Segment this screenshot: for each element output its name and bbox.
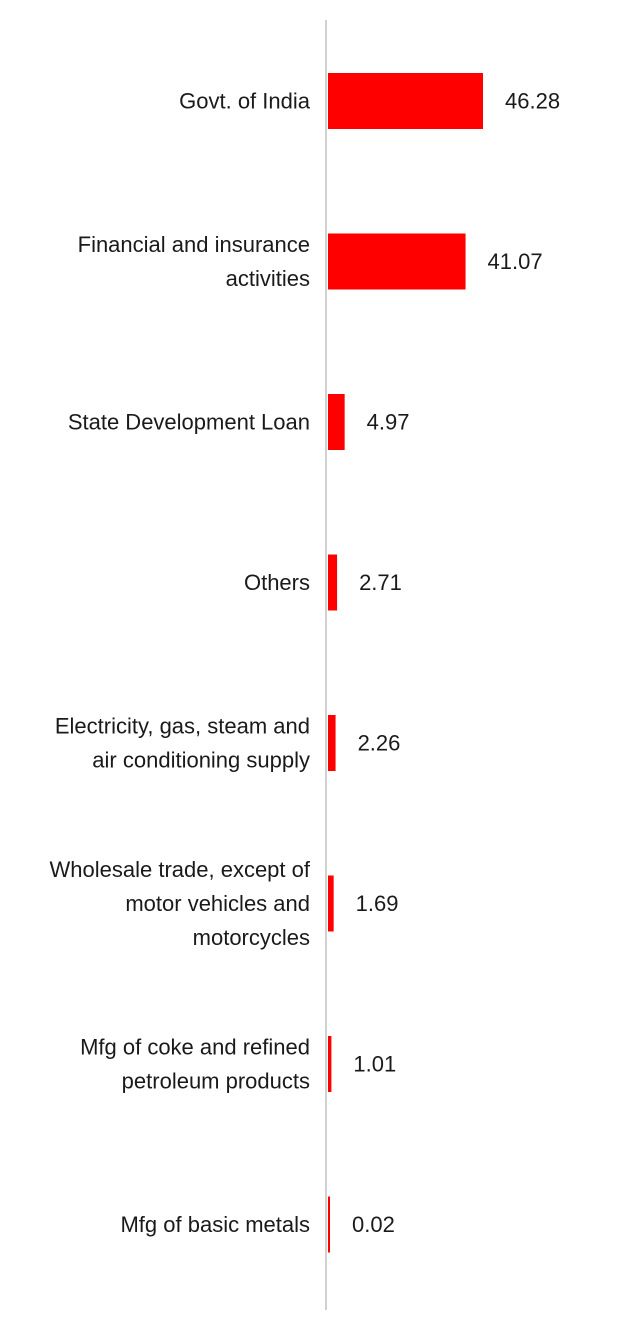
data-label: 0.02 [352,1212,395,1237]
bar [328,1196,330,1253]
bar-group [328,73,483,1253]
bar [328,233,466,290]
category-label: Mfg of basic metals [120,1212,310,1237]
category-label: Govt. of India [179,89,311,114]
category-label: air conditioning supply [92,748,310,773]
data-label: 1.69 [356,891,399,916]
category-label: Financial and insurance [78,232,310,257]
category-label: motor vehicles and [125,891,310,916]
category-label-group: Govt. of India Financial and insurance act… [50,89,311,1238]
bar [328,715,336,771]
bar [328,554,338,611]
bar [328,394,345,450]
value-label-group: 46.28 41.07 4.97 2.71 2.26 1.69 1.01 0.02 [352,89,560,1238]
data-label: 2.71 [359,570,402,595]
data-label: 2.26 [358,731,401,756]
data-label: 1.01 [353,1052,396,1077]
data-label: 46.28 [505,89,560,114]
category-label: State Development Loan [68,410,310,435]
data-label: 4.97 [367,410,410,435]
category-label: Mfg of coke and refined [80,1035,310,1060]
bar [328,875,334,932]
category-label: motorcycles [193,925,310,950]
category-label: petroleum products [122,1069,310,1094]
data-label: 41.07 [488,249,543,274]
category-label: activities [226,266,310,291]
category-label: Wholesale trade, except of [50,857,311,882]
bar [328,73,483,129]
category-label: Others [244,570,310,595]
category-label: Electricity, gas, steam and [55,714,310,739]
bar [328,1036,332,1092]
